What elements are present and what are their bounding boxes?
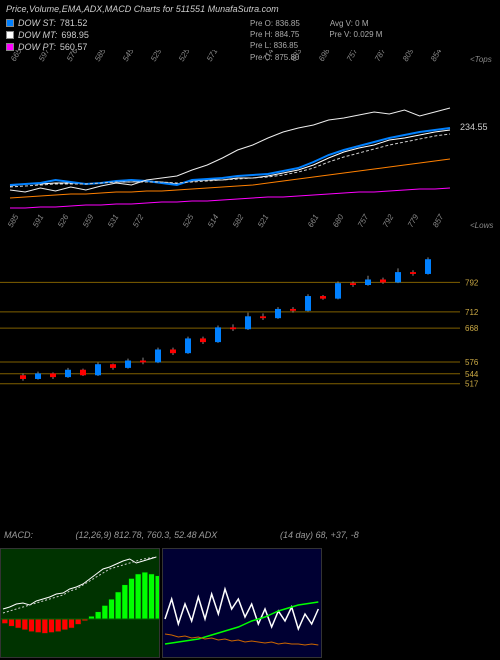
legend-label: DOW ST: <box>18 18 56 28</box>
svg-text:585: 585 <box>93 50 108 63</box>
svg-text:529: 529 <box>149 50 164 63</box>
svg-text:597: 597 <box>37 50 52 63</box>
legend-block: DOW ST:781.52DOW MT:698.95DOW PT:560.57 <box>6 18 89 54</box>
svg-text:680: 680 <box>331 212 346 229</box>
line-chart-panel: 665 597 576 585 545 529 525 571 714 683 698 757 787 8… <box>0 50 500 230</box>
svg-text:517: 517 <box>465 380 479 389</box>
adx-panel <box>162 548 322 658</box>
svg-text:<Lows: <Lows <box>470 221 493 230</box>
svg-text:854: 854 <box>429 50 444 63</box>
candle-chart-panel: 792 712 668 576 544517 <box>0 240 500 400</box>
stats-row: Pre H: 884.75 Pre V: 0.029 M <box>250 29 382 40</box>
adx-label: (14 day) 68, +37, -8 <box>280 530 359 540</box>
macd-label: MACD: <box>4 530 33 540</box>
svg-text:576: 576 <box>65 50 80 63</box>
svg-text:757: 757 <box>356 212 371 229</box>
svg-text:234.55: 234.55 <box>460 122 488 132</box>
indicator-labels: MACD: (12,26,9) 812.78, 760.3, 52.48 ADX <box>4 530 217 540</box>
stat-right: Avg V: 0 M <box>330 18 369 29</box>
svg-text:668: 668 <box>465 324 479 333</box>
legend-swatch <box>6 31 14 39</box>
svg-text:531: 531 <box>106 213 120 229</box>
svg-text:585: 585 <box>6 212 21 229</box>
svg-text:661: 661 <box>306 213 320 229</box>
svg-text:571: 571 <box>205 50 219 63</box>
svg-text:809: 809 <box>401 50 416 63</box>
svg-text:582: 582 <box>231 212 246 229</box>
svg-text:<Tops: <Tops <box>470 55 492 64</box>
legend-value: 698.95 <box>61 30 89 40</box>
legend-row: DOW ST: 781.52 <box>6 18 89 28</box>
svg-text:544: 544 <box>465 370 479 379</box>
legend-row: DOW MT: 698.95 <box>6 30 89 40</box>
svg-text:545: 545 <box>121 50 136 63</box>
macd-params: (12,26,9) 812.78, 760.3, 52.48 ADX <box>76 530 218 540</box>
svg-text:526: 526 <box>56 212 71 229</box>
svg-text:698: 698 <box>317 50 332 63</box>
stat-left: Pre H: 884.75 <box>250 29 299 40</box>
stats-row: Pre O: 836.85 Avg V: 0 M <box>250 18 382 29</box>
stat-left: Pre O: 836.85 <box>250 18 300 29</box>
svg-text:792: 792 <box>381 212 396 229</box>
svg-text:757: 757 <box>345 50 360 63</box>
svg-text:514: 514 <box>206 212 221 229</box>
sub-panels <box>0 548 322 660</box>
svg-text:525: 525 <box>177 50 192 63</box>
svg-text:559: 559 <box>81 212 96 229</box>
page-title: Price,Volume,EMA,ADX,MACD Charts for 511… <box>0 0 500 18</box>
svg-text:857: 857 <box>431 212 446 229</box>
svg-text:787: 787 <box>373 50 388 63</box>
legend-value: 781.52 <box>60 18 88 28</box>
legend-label: DOW MT: <box>18 30 57 40</box>
svg-text:572: 572 <box>131 212 146 229</box>
adx-label-wrap: (14 day) 68, +37, -8 <box>280 530 359 540</box>
stat-right: Pre V: 0.029 M <box>329 29 382 40</box>
svg-text:779: 779 <box>406 212 421 229</box>
svg-text:792: 792 <box>465 278 479 287</box>
macd-panel <box>0 548 160 658</box>
svg-text:683: 683 <box>289 50 304 63</box>
svg-text:521: 521 <box>256 213 270 229</box>
svg-text:712: 712 <box>465 308 479 317</box>
legend-swatch <box>6 19 14 27</box>
svg-text:591: 591 <box>31 213 45 229</box>
svg-text:525: 525 <box>181 212 196 229</box>
svg-text:576: 576 <box>465 358 479 367</box>
svg-text:714: 714 <box>261 50 276 63</box>
svg-text:665: 665 <box>9 50 24 63</box>
